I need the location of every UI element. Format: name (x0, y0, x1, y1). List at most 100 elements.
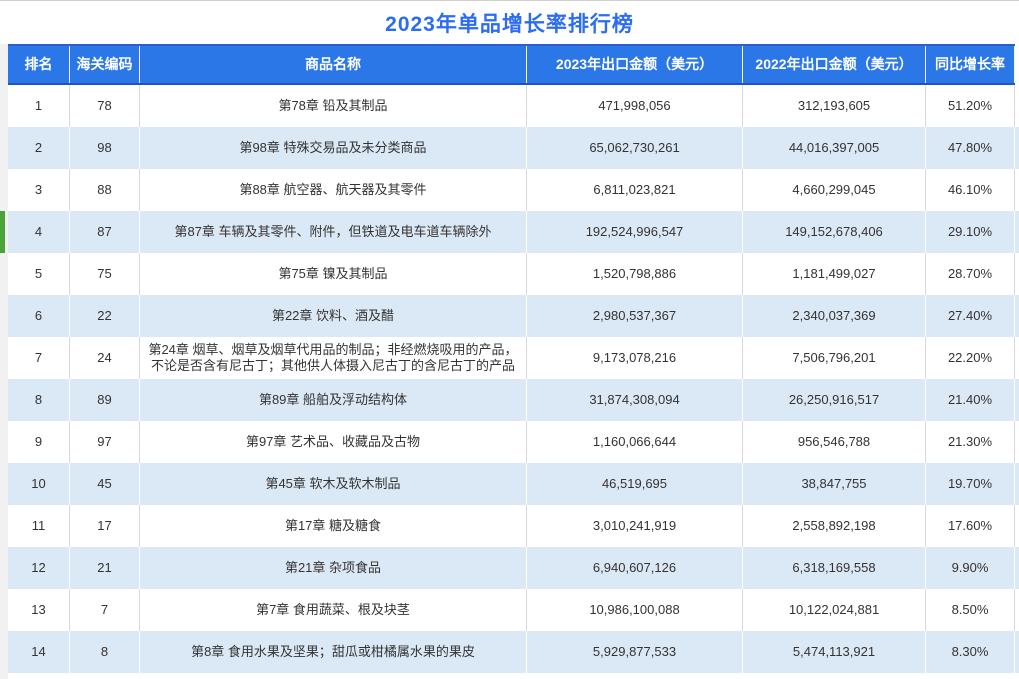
table-row: 5 75 第75章 镍及其制品 1,520,798,886 1,181,499,027 2… (8, 253, 1019, 295)
cell-name[interactable]: 第75章 镍及其制品 (140, 253, 527, 295)
cell-amount2023[interactable]: 10,986,100,088 (527, 589, 743, 631)
cell-code[interactable]: 78 (70, 85, 140, 127)
cell-code[interactable]: 24 (70, 337, 140, 379)
cell-amount2022[interactable]: 26,250,916,517 (743, 379, 926, 421)
cell-amount2022[interactable]: 2,340,037,369 (743, 295, 926, 337)
cell-rank[interactable]: 12 (8, 547, 70, 589)
cell-amount2022[interactable]: 38,847,755 (743, 463, 926, 505)
cell-rank[interactable]: 8 (8, 379, 70, 421)
cell-amount2022[interactable]: 956,546,788 (743, 421, 926, 463)
cell-code[interactable]: 98 (70, 127, 140, 169)
cell-rank[interactable]: 13 (8, 589, 70, 631)
cell-name[interactable]: 第45章 软木及软木制品 (140, 463, 527, 505)
cell-growth[interactable]: 29.10% (926, 211, 1015, 253)
cell-code[interactable]: 75 (70, 253, 140, 295)
cell-amount2023[interactable]: 192,524,996,547 (527, 211, 743, 253)
column-header-name[interactable]: 商品名称 (140, 46, 527, 83)
cell-name[interactable]: 第98章 特殊交易品及未分类商品 (140, 127, 527, 169)
cell-growth[interactable]: 21.30% (926, 421, 1015, 463)
cell-name[interactable]: 第87章 车辆及其零件、附件，但铁道及电车道车辆除外 (140, 211, 527, 253)
column-header-amount2023[interactable]: 2023年出口金额（美元） (527, 46, 743, 83)
cell-name[interactable]: 第24章 烟草、烟草及烟草代用品的制品；非经燃烧吸用的产品，不论是否含有尼古丁；… (140, 337, 527, 379)
cell-code[interactable]: 17 (70, 505, 140, 547)
cell-rank[interactable]: 4 (8, 211, 70, 253)
cell-code[interactable]: 97 (70, 421, 140, 463)
cell-name[interactable]: 第8章 食用水果及坚果；甜瓜或柑橘属水果的果皮 (140, 631, 527, 673)
table-row: 7 24 第24章 烟草、烟草及烟草代用品的制品；非经燃烧吸用的产品，不论是否含有尼… (8, 337, 1019, 379)
cell-name[interactable]: 第97章 艺术品、收藏品及古物 (140, 421, 527, 463)
cell-growth[interactable]: 8.30% (926, 631, 1015, 673)
cell-amount2022[interactable]: 5,474,113,921 (743, 631, 926, 673)
cell-growth[interactable]: 19.70% (926, 463, 1015, 505)
cell-amount2022[interactable]: 7,506,796,201 (743, 337, 926, 379)
cell-name[interactable]: 第22章 饮料、酒及醋 (140, 295, 527, 337)
cell-amount2023[interactable]: 2,980,537,367 (527, 295, 743, 337)
cell-rank[interactable]: 5 (8, 253, 70, 295)
cell-rank[interactable]: 9 (8, 421, 70, 463)
cell-amount2023[interactable]: 471,998,056 (527, 85, 743, 127)
cell-amount2022[interactable]: 44,016,397,005 (743, 127, 926, 169)
cell-amount2022[interactable]: 1,181,499,027 (743, 253, 926, 295)
cell-growth[interactable]: 28.70% (926, 253, 1015, 295)
cell-code[interactable]: 21 (70, 547, 140, 589)
cell-amount2023[interactable]: 46,519,695 (527, 463, 743, 505)
cell-amount2023[interactable]: 1,520,798,886 (527, 253, 743, 295)
cell-amount2022[interactable]: 4,660,299,045 (743, 169, 926, 211)
cell-growth[interactable]: 22.20% (926, 337, 1015, 379)
cell-growth[interactable]: 21.40% (926, 379, 1015, 421)
column-header-code[interactable]: 海关编码 (70, 46, 140, 83)
row-right-filler (1015, 295, 1019, 337)
cell-code[interactable]: 8 (70, 631, 140, 673)
cell-growth[interactable]: 9.90% (926, 547, 1015, 589)
cell-growth[interactable]: 17.60% (926, 505, 1015, 547)
cell-name[interactable]: 第7章 食用蔬菜、根及块茎 (140, 589, 527, 631)
cell-rank[interactable]: 14 (8, 631, 70, 673)
cell-growth[interactable]: 8.50% (926, 589, 1015, 631)
column-header-rank[interactable]: 排名 (8, 46, 70, 83)
column-header-growth[interactable]: 同比增长率 (926, 46, 1015, 83)
table-row: 6 22 第22章 饮料、酒及醋 2,980,537,367 2,340,037,369… (8, 295, 1019, 337)
cell-name[interactable]: 第78章 铅及其制品 (140, 85, 527, 127)
cell-amount2023[interactable]: 6,811,023,821 (527, 169, 743, 211)
cell-name[interactable]: 第17章 糖及糖食 (140, 505, 527, 547)
cell-amount2022[interactable]: 10,122,024,881 (743, 589, 926, 631)
cell-rank[interactable]: 6 (8, 295, 70, 337)
cell-amount2023[interactable]: 9,173,078,216 (527, 337, 743, 379)
cell-name[interactable]: 第88章 航空器、航天器及其零件 (140, 169, 527, 211)
cell-amount2022[interactable]: 2,558,892,198 (743, 505, 926, 547)
cell-rank[interactable]: 7 (8, 337, 70, 379)
cell-name[interactable]: 第21章 杂项食品 (140, 547, 527, 589)
cell-code[interactable]: 89 (70, 379, 140, 421)
cell-amount2023[interactable]: 65,062,730,261 (527, 127, 743, 169)
cell-code[interactable]: 88 (70, 169, 140, 211)
cell-amount2023[interactable]: 5,929,877,533 (527, 631, 743, 673)
cell-amount2023[interactable]: 1,160,066,644 (527, 421, 743, 463)
table-row: 13 7 第7章 食用蔬菜、根及块茎 10,986,100,088 10,122,024… (8, 589, 1019, 631)
cell-amount2023[interactable]: 3,010,241,919 (527, 505, 743, 547)
left-gutter (0, 44, 8, 679)
cell-amount2023[interactable]: 31,874,308,094 (527, 379, 743, 421)
cell-amount2023[interactable]: 6,940,607,126 (527, 547, 743, 589)
cell-rank[interactable]: 2 (8, 127, 70, 169)
cell-growth[interactable]: 27.40% (926, 295, 1015, 337)
cell-amount2022[interactable]: 6,318,169,558 (743, 547, 926, 589)
cell-name[interactable]: 第89章 船舶及浮动结构体 (140, 379, 527, 421)
table-row: 9 97 第97章 艺术品、收藏品及古物 1,160,066,644 956,546,7… (8, 421, 1019, 463)
cell-code[interactable]: 87 (70, 211, 140, 253)
cell-growth[interactable]: 46.10% (926, 169, 1015, 211)
cell-growth[interactable]: 47.80% (926, 127, 1015, 169)
cell-code[interactable]: 45 (70, 463, 140, 505)
cell-growth[interactable]: 51.20% (926, 85, 1015, 127)
cell-code[interactable]: 22 (70, 295, 140, 337)
cell-rank[interactable]: 1 (8, 85, 70, 127)
cell-rank[interactable]: 11 (8, 505, 70, 547)
column-header-amount2022[interactable]: 2022年出口金额（美元） (743, 46, 926, 83)
row-right-filler (1015, 169, 1019, 211)
cell-code[interactable]: 7 (70, 589, 140, 631)
row-right-filler (1015, 211, 1019, 253)
cell-amount2022[interactable]: 312,193,605 (743, 85, 926, 127)
cell-rank[interactable]: 3 (8, 169, 70, 211)
cell-rank[interactable]: 10 (8, 463, 70, 505)
table-row: 4 87 第87章 车辆及其零件、附件，但铁道及电车道车辆除外 192,524,996… (8, 211, 1019, 253)
cell-amount2022[interactable]: 149,152,678,406 (743, 211, 926, 253)
